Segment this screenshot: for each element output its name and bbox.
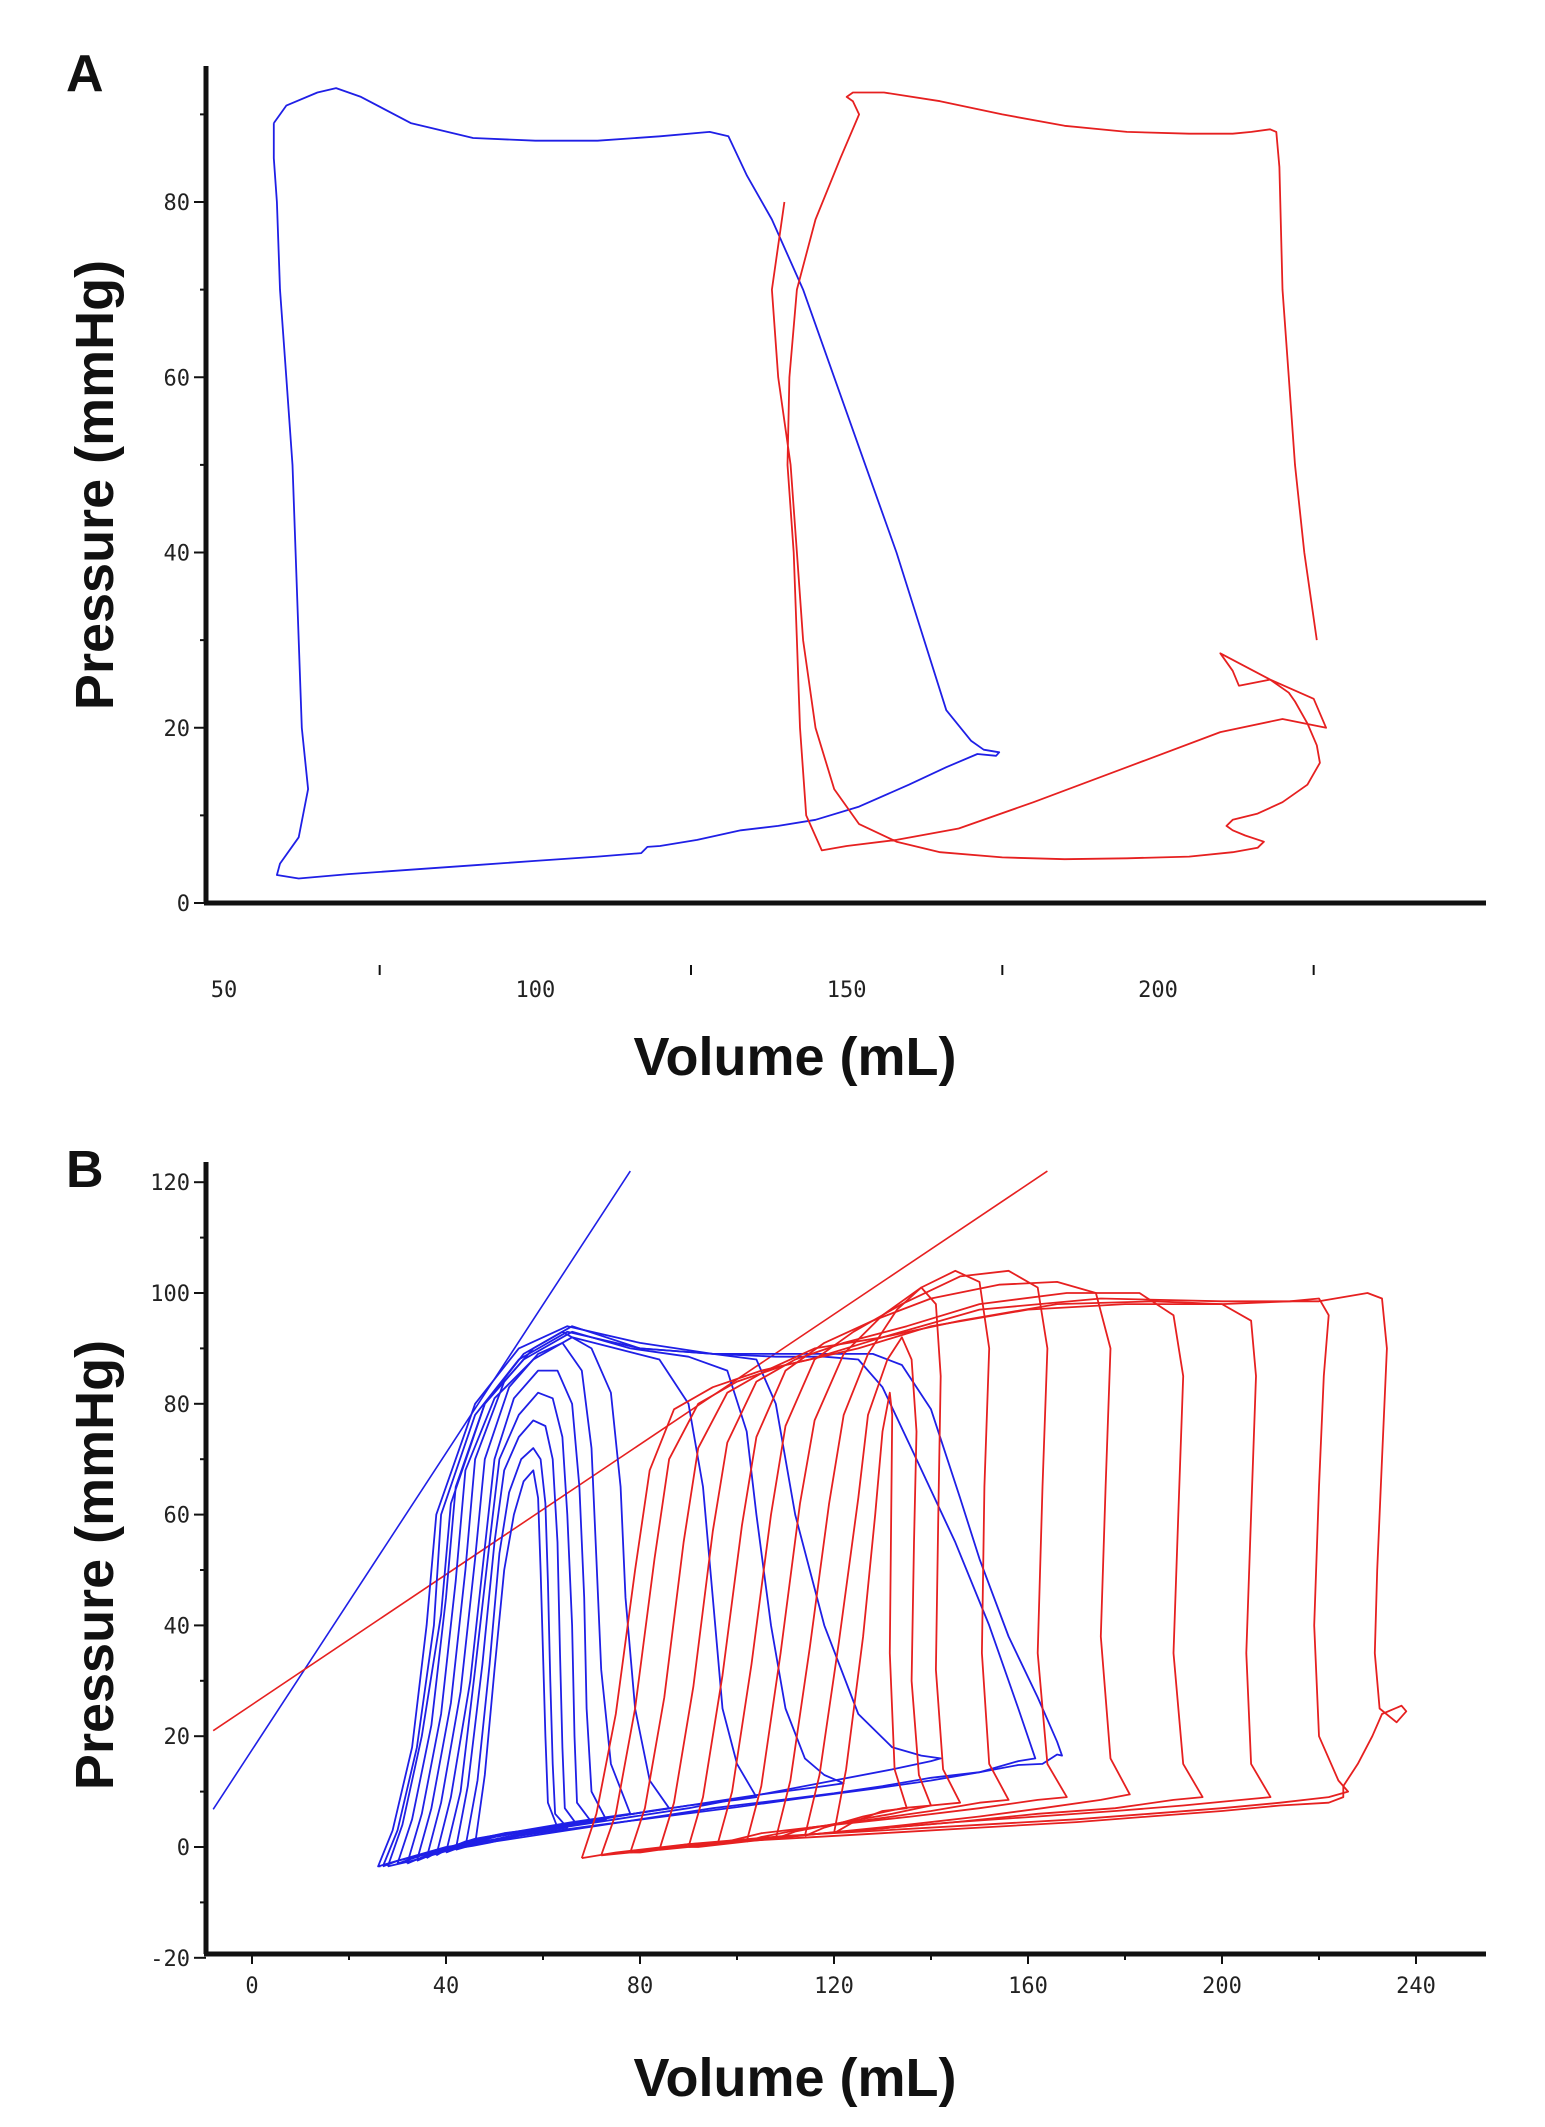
panel-b-red-loop-7-curve [745, 1269, 1010, 1843]
panel-b-red-loop-10-curve [833, 1391, 908, 1834]
panel-b-blue-loop-11-curve [464, 1447, 569, 1848]
panel-b-blue-loop-8-curve [435, 1369, 607, 1857]
panel-b-y-tick-label: 80 [164, 1393, 191, 1418]
panel-b-red-loop-5-curve [687, 1281, 1131, 1848]
panel-b-x-tick-label: 120 [814, 1974, 854, 1999]
panel-b-red-espvr-line [212, 1170, 1048, 1732]
panel-b-red-loop-1-curve [580, 1292, 1408, 1859]
panel-b-red-loop-8-curve [774, 1286, 961, 1840]
panel-a-x-tick-label: 150 [827, 978, 867, 1003]
panel-a-y-tick-label: 80 [164, 191, 191, 216]
panel-a-x-axis-title: Volume (mL) [634, 1027, 957, 1087]
panel-b-blue-loop-12-curve [474, 1469, 559, 1846]
panel-b-y-tick-label: -20 [150, 1947, 190, 1972]
panel-b-red-loop-4-curve [658, 1292, 1204, 1851]
panel-a-y-tick-label: 0 [177, 892, 190, 917]
panel-a-x-tick-label: 50 [211, 978, 238, 1003]
panel-a-y-tick-label: 40 [164, 542, 191, 567]
panel-a-label: A [66, 45, 104, 103]
panel-b-x-tick-label: 240 [1396, 1974, 1436, 1999]
panel-b-series-group [212, 1170, 1408, 1868]
panel-b-chart: -20 0 20 40 60 80 100 120 0 40 80 120 160 200 240 B Pr… [65, 1141, 1486, 2108]
panel-b-y-axis-title: Pressure (mmHg) [65, 1340, 125, 1790]
panel-a-y-axis-title: Pressure (mmHg) [65, 260, 125, 710]
panel-a-chart: 0 20 40 60 80 50 100 150 200 A Pressure (mmHg) V… [65, 45, 1486, 1087]
panel-b-x-tick-label: 200 [1202, 1974, 1242, 1999]
panel-b-red-loop-3-curve [629, 1300, 1272, 1854]
panel-b-y-tick-label: 0 [177, 1836, 190, 1861]
panel-b-x-axis-title: Volume (mL) [634, 2048, 957, 2108]
panel-b-label: B [66, 1141, 104, 1199]
panel-b-x-tick-label: 80 [627, 1974, 654, 1999]
panel-a-y-tick-label: 20 [164, 717, 191, 742]
panel-b-y-tick-label: 120 [150, 1171, 190, 1196]
panel-b-x-tick-label: 0 [245, 1974, 258, 1999]
panel-a-x-tick-label: 100 [515, 978, 555, 1003]
panel-b-y-tick-label: 20 [164, 1725, 191, 1750]
panel-b-y-tick-label: 40 [164, 1614, 191, 1639]
panel-a-red-loop-curve [771, 91, 1327, 861]
panel-b-red-loop-6-curve [716, 1269, 1068, 1846]
panel-b-x-tick-label: 160 [1008, 1974, 1048, 1999]
panel-b-y-tick-label: 60 [164, 1504, 191, 1529]
panel-b-ticks: -20 0 20 40 60 80 100 120 0 40 80 120 160 200 240 [150, 1171, 1436, 1999]
panel-b-red-loop-2-curve [600, 1297, 1349, 1857]
panel-b-blue-espvr-line [212, 1170, 631, 1810]
panel-b-y-tick-label: 100 [150, 1282, 190, 1307]
panel-a-series-group [272, 87, 1327, 880]
panel-a-x-tick-label: 200 [1138, 978, 1178, 1003]
panel-b-blue-loop-7-curve [425, 1342, 632, 1859]
panel-a-y-tick-label: 60 [164, 366, 191, 391]
panel-b-blue-loop-10-curve [454, 1419, 578, 1851]
panel-a-blue-loop-curve [272, 87, 1001, 880]
panel-a-ticks: 0 20 40 60 80 50 100 150 200 [164, 113, 1315, 1003]
panel-b-blue-loop-9-curve [445, 1391, 593, 1854]
panel-b-x-tick-label: 40 [433, 1974, 460, 1999]
panel-b-blue-loop-2-curve [382, 1330, 1037, 1868]
